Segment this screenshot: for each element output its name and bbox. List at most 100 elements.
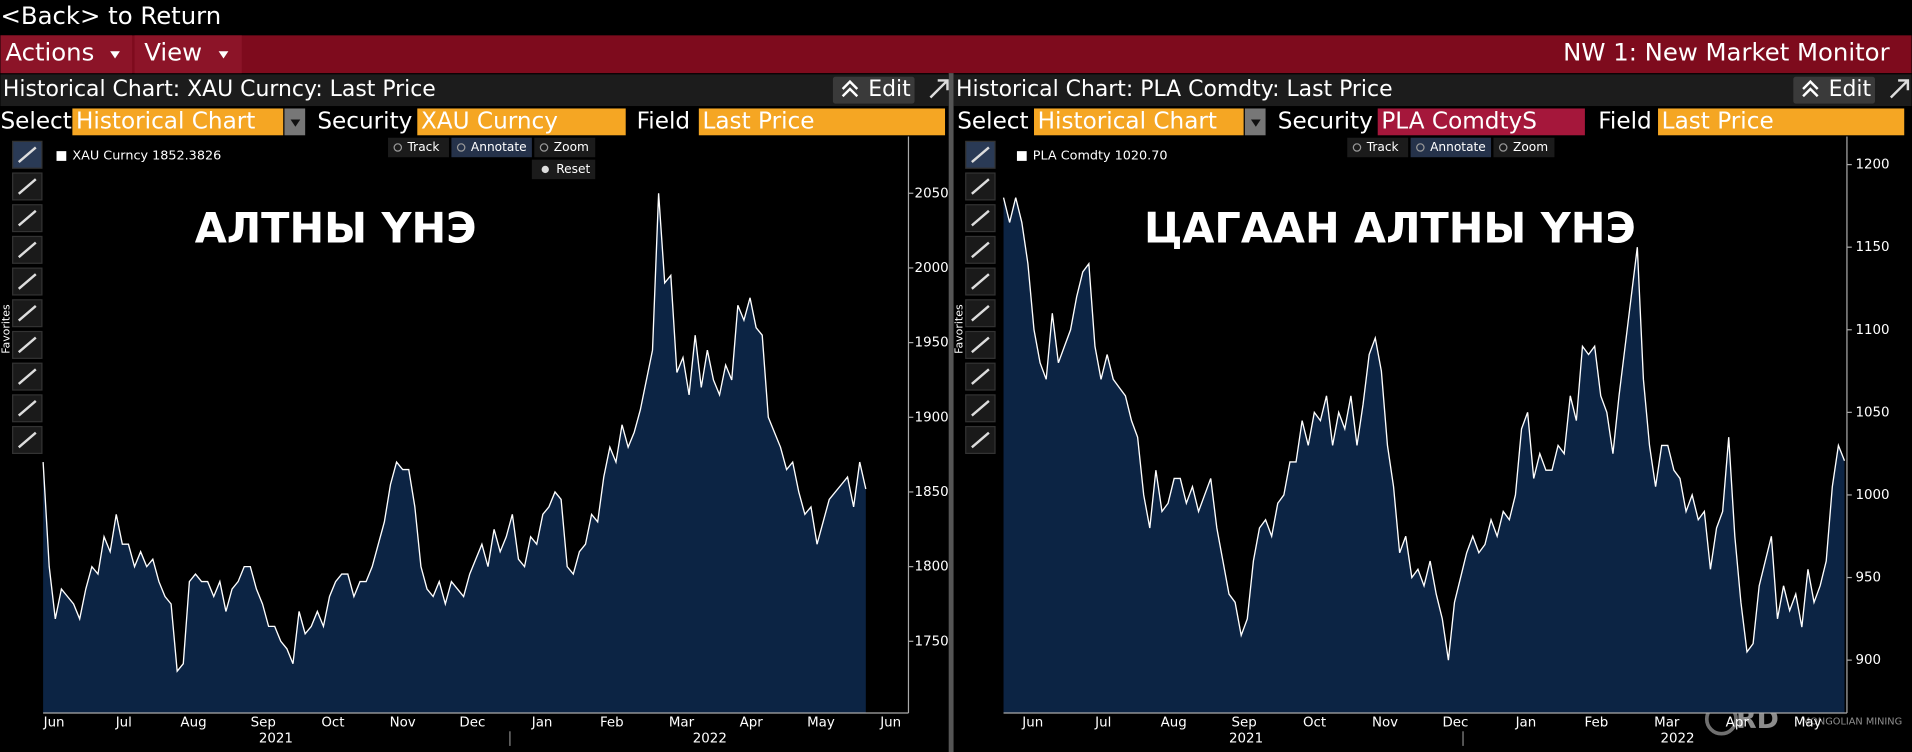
chart-tool[interactable] — [1493, 137, 1555, 158]
edit-label[interactable]: Edit — [868, 77, 911, 102]
field-label: Field — [637, 108, 690, 134]
y-tick-label: 1900 — [915, 410, 949, 425]
y-tick-label: 1150 — [1855, 240, 1889, 255]
tool-icon — [971, 209, 990, 227]
tool-button[interactable] — [965, 299, 996, 328]
chart-tool-label[interactable]: Zoom — [1513, 140, 1548, 154]
x-tick-label: Nov — [390, 716, 416, 731]
menu-label[interactable]: View — [144, 38, 202, 67]
field-value[interactable]: Last Price — [1662, 108, 1774, 134]
chart-tool[interactable] — [388, 137, 449, 158]
legend-swatch[interactable] — [1016, 151, 1027, 161]
field-label: Security — [1278, 108, 1373, 134]
x-tick-label: May — [807, 716, 835, 731]
y-tick-label: 900 — [1855, 653, 1881, 668]
x-tick-label: Sep — [251, 716, 276, 731]
tool-icon — [971, 368, 990, 385]
x-tick-label: Nov — [1372, 716, 1398, 731]
menu-label[interactable]: Actions — [5, 38, 94, 67]
y-tick-label: 1100 — [1855, 323, 1889, 338]
x-year-label: 2021 — [1229, 732, 1263, 747]
chart-tool-icon — [1498, 143, 1508, 152]
x-tick-label: Aug — [180, 716, 206, 731]
tool-icon — [17, 400, 37, 417]
select-value[interactable]: Historical Chart — [76, 108, 255, 134]
price-line — [1002, 197, 1846, 661]
y-tick-label: 1800 — [915, 560, 949, 575]
tool-button[interactable] — [965, 425, 996, 455]
favorites-tab[interactable]: Favorites — [953, 304, 966, 354]
tool-icon — [971, 304, 990, 322]
actions-menu[interactable] — [0, 35, 133, 74]
x-tick-label: Jun — [43, 716, 65, 731]
price-area — [43, 193, 866, 713]
chart-tool-icon — [1416, 143, 1425, 152]
panel-title-bar — [953, 74, 1912, 107]
chart-tool-label[interactable]: Annotate — [1430, 140, 1486, 154]
tool-icon — [17, 273, 37, 290]
reset-button[interactable] — [531, 159, 596, 180]
x-tick-label: Jun — [1021, 716, 1043, 731]
back-link[interactable]: <Back> to Return — [0, 1, 221, 30]
x-tick-label: Feb — [600, 716, 624, 731]
security-input[interactable] — [417, 108, 626, 136]
select-value[interactable]: Historical Chart — [1038, 108, 1217, 134]
x-tick-label: May — [1794, 716, 1822, 731]
expand-icon[interactable] — [1889, 79, 1910, 99]
tool-button[interactable] — [965, 204, 996, 233]
tool-icon — [17, 431, 37, 449]
x-tick-label: Jan — [1515, 716, 1537, 731]
field-label: Select — [957, 108, 1028, 134]
chart-tool[interactable] — [1410, 137, 1492, 158]
edit-icon — [1802, 87, 1819, 98]
tool-icon — [971, 431, 990, 449]
reset-icon — [541, 165, 549, 174]
edit-label[interactable]: Edit — [1829, 77, 1872, 102]
tool-button[interactable] — [12, 425, 43, 455]
panel-title: Historical Chart: PLA Comdty: Last Price — [956, 77, 1393, 102]
security-input[interactable] — [1377, 108, 1585, 136]
select-input[interactable] — [72, 108, 284, 136]
x-tick-label: Dec — [459, 716, 485, 731]
chart-tool-icon — [456, 143, 466, 152]
field-value[interactable]: Last Price — [702, 108, 814, 134]
chart-tool-icon — [393, 143, 403, 152]
chart-tool[interactable] — [451, 137, 532, 158]
security-value[interactable]: PLA ComdtyS — [1381, 108, 1537, 134]
chart-tool[interactable] — [1347, 137, 1409, 158]
reset-label[interactable]: Reset — [556, 162, 590, 176]
legend-label: XAU Curncy 1852.3826 — [72, 149, 221, 164]
chart-tool-label[interactable]: Track — [407, 140, 441, 154]
legend-swatch[interactable] — [56, 151, 67, 161]
expand-icon[interactable] — [929, 79, 949, 99]
security-value[interactable]: XAU Curncy — [421, 108, 558, 134]
field-input[interactable] — [1658, 108, 1905, 136]
y-tick-label: 1200 — [1855, 158, 1889, 173]
chart-tool-label[interactable]: Track — [1366, 140, 1400, 154]
chart-tool-label[interactable]: Annotate — [471, 140, 527, 154]
x-tick-label: Dec — [1443, 716, 1469, 731]
tool-icon — [971, 178, 990, 195]
tool-icon — [971, 146, 990, 164]
x-tick-label: Mar — [669, 716, 695, 731]
y-tick-label: 1750 — [915, 634, 949, 649]
field-input[interactable] — [698, 108, 946, 136]
chart-tool-icon — [1352, 143, 1362, 152]
tool-icon — [17, 146, 37, 164]
favorites-tab[interactable]: Favorites — [0, 304, 13, 354]
menu-bar — [0, 35, 1912, 74]
y-tick-label: 2050 — [915, 186, 949, 201]
x-tick-label: Aug — [1161, 716, 1187, 731]
chart-title: АЛТНЫ ҮНЭ — [195, 205, 477, 253]
panel-divider — [948, 73, 954, 752]
x-year-label: 2022 — [693, 732, 727, 747]
y-tick-label: 2000 — [915, 261, 949, 276]
select-input[interactable] — [1034, 108, 1244, 136]
chart-tool[interactable] — [534, 137, 596, 158]
tool-icon — [971, 241, 990, 259]
chart-tool-label[interactable]: Zoom — [554, 140, 589, 154]
watermark-text: MONGOLIAN MINING — [1802, 717, 1902, 728]
field-label: Select — [0, 108, 71, 134]
y-tick-label: 1850 — [915, 485, 949, 500]
